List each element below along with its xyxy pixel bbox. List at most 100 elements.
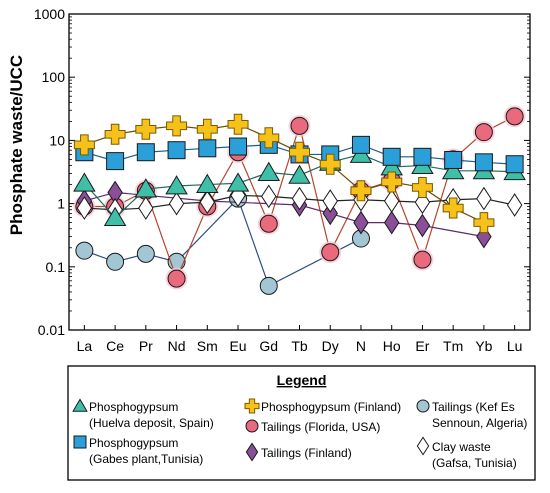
point-tailings-kef-Ce xyxy=(106,252,125,271)
x-tick-label-Ce: Ce xyxy=(106,338,124,354)
x-tick-label-Yb: Yb xyxy=(475,338,492,354)
point-clay-waste-Ho xyxy=(383,189,400,213)
x-tick-label-Tb: Tb xyxy=(291,338,308,354)
x-tick-label-La: La xyxy=(77,338,93,354)
legend-marker-tailings-florida xyxy=(245,419,259,433)
y-tick-label: 1000 xyxy=(34,6,65,22)
legend-entry-tailings-kef: Tailings (Kef Es Sennoun, Algeria) xyxy=(416,399,527,430)
point-pg-gabes-Eu xyxy=(229,137,248,156)
x-tick-label-Lu: Lu xyxy=(507,338,523,354)
legend-marker-pg-finland xyxy=(244,398,260,414)
point-pg-gabes-Sm xyxy=(198,139,217,158)
point-tailings-florida-Er xyxy=(413,250,432,269)
point-pg-huelva-Tb xyxy=(288,164,311,184)
y-tick-label: 0.1 xyxy=(46,259,66,275)
legend-label-pg-finland: Phosphogypsum (Finland) xyxy=(261,400,401,414)
point-tailings-florida-Dy xyxy=(321,243,340,262)
point-clay-waste-Dy xyxy=(322,189,338,213)
legend-entry-pg-gabes: Phosphogypsum (Gabes plant,Tunisia) xyxy=(73,435,203,466)
point-pg-huelva-Tm xyxy=(441,159,465,180)
legend-label-clay-waste: (Gafsa, Tunisia) xyxy=(432,456,517,470)
point-tailings-kef-Pr xyxy=(136,244,155,263)
legend-marker-pg-gabes xyxy=(73,435,87,449)
point-pg-finland-Tb xyxy=(289,141,310,163)
point-pg-huelva-La xyxy=(73,172,96,192)
point-pg-gabes-Yb xyxy=(474,153,493,172)
point-pg-huelva-Ce xyxy=(103,206,127,227)
point-clay-waste-La xyxy=(76,196,93,220)
y-tick-label: 100 xyxy=(42,69,66,85)
y-tick-label: 0.01 xyxy=(38,322,65,338)
point-pg-huelva-Pr xyxy=(134,178,158,198)
series-tailings-finland xyxy=(76,180,492,249)
point-pg-gabes-Ho xyxy=(382,147,401,166)
point-pg-huelva-Nd xyxy=(165,175,188,195)
point-tailings-florida-Yb xyxy=(474,123,493,142)
legend-box xyxy=(67,365,536,481)
point-tailings-florida-Gd xyxy=(259,214,278,233)
point-pg-finland-Ce xyxy=(104,123,126,145)
legend-label-pg-huelva: Phosphogypsum xyxy=(89,400,178,414)
point-pg-gabes-Tm xyxy=(444,150,463,169)
plot-layer: 0.01 0.1 1 10 100 1000 La Ce Pr Nd Sm Eu Gd Tb Dy N Ho Er… xyxy=(34,6,531,354)
legend-entry-pg-huelva: Phosphogypsum (Huelva deposit, Spain) xyxy=(72,398,214,430)
point-tailings-florida-Tb xyxy=(290,116,309,135)
point-pg-finland-Gd xyxy=(258,127,280,149)
point-pg-finland-Ho xyxy=(381,171,403,193)
y-tick-label: 1 xyxy=(57,196,65,212)
point-tailings-kef-Gd xyxy=(259,276,278,295)
x-tick-label-Nd: Nd xyxy=(168,338,186,354)
point-pg-huelva-Sm xyxy=(196,173,219,193)
point-pg-gabes-Nd xyxy=(167,141,186,160)
series-pg-finland xyxy=(73,113,495,234)
x-tick-label-Ho: Ho xyxy=(383,338,401,354)
point-pg-finland-Sm xyxy=(196,118,218,140)
point-pg-finland-N xyxy=(350,180,372,202)
point-tailings-finland-N xyxy=(353,210,369,235)
legend-label-tailings-kef: Tailings (Kef Es xyxy=(432,400,515,414)
series-line-tailings-kef xyxy=(84,197,362,287)
legend-entry-pg-finland: Phosphogypsum (Finland) xyxy=(244,398,401,414)
x-tick-label-Dy: Dy xyxy=(322,338,339,354)
point-pg-gabes-Lu xyxy=(505,155,524,174)
point-clay-waste-Nd xyxy=(168,191,185,216)
point-pg-finland-Tm xyxy=(442,197,464,219)
point-clay-waste-Yb xyxy=(476,186,492,211)
legend-marker-tailings-kef xyxy=(416,399,430,413)
point-pg-finland-Nd xyxy=(166,115,188,137)
point-pg-huelva-Gd xyxy=(257,161,281,181)
y-axis-label: Phosphate waste/UCC xyxy=(7,55,26,235)
x-tick-label-Tm: Tm xyxy=(443,338,463,354)
x-tick-label-Pr: Pr xyxy=(139,338,153,354)
legend-label-pg-huelva: (Huelva deposit, Spain) xyxy=(89,416,214,430)
point-pg-gabes-N xyxy=(351,135,370,154)
point-tailings-florida-Nd xyxy=(167,269,186,288)
x-tick-label-Sm: Sm xyxy=(197,338,218,354)
point-pg-finland-La xyxy=(73,134,95,156)
legend-marker-clay-waste xyxy=(416,436,430,456)
point-pg-gabes-Pr xyxy=(136,143,155,162)
point-pg-gabes-Er xyxy=(413,147,432,166)
legend-entry-tailings-florida: Tailings (Florida, USA) xyxy=(245,419,380,434)
point-tailings-finland-Dy xyxy=(322,201,338,226)
x-tick-label-Eu: Eu xyxy=(229,338,246,354)
point-pg-finland-Dy xyxy=(319,153,341,175)
legend-label-tailings-florida: Tailings (Florida, USA) xyxy=(261,420,380,434)
legend-label-tailings-finland: Tailings (Finland) xyxy=(261,446,352,460)
x-tick-label-Er: Er xyxy=(415,338,429,354)
legend-title: Legend xyxy=(277,372,327,388)
point-tailings-kef-La xyxy=(75,241,94,260)
legend-entry-clay-waste: Clay waste (Gafsa, Tunisia) xyxy=(416,436,517,470)
legend-label-pg-gabes: (Gabes plant,Tunisia) xyxy=(89,452,203,466)
point-pg-finland-Er xyxy=(411,176,433,198)
point-clay-waste-Sm xyxy=(199,190,216,215)
y-tick-label: 10 xyxy=(49,132,65,148)
legend-label-clay-waste: Clay waste xyxy=(432,440,491,454)
legend-label-tailings-kef: Sennoun, Algeria) xyxy=(432,416,527,430)
point-pg-finland-Eu xyxy=(227,113,249,135)
point-pg-finland-Yb xyxy=(473,212,495,234)
point-tailings-finland-Ho xyxy=(383,210,400,235)
